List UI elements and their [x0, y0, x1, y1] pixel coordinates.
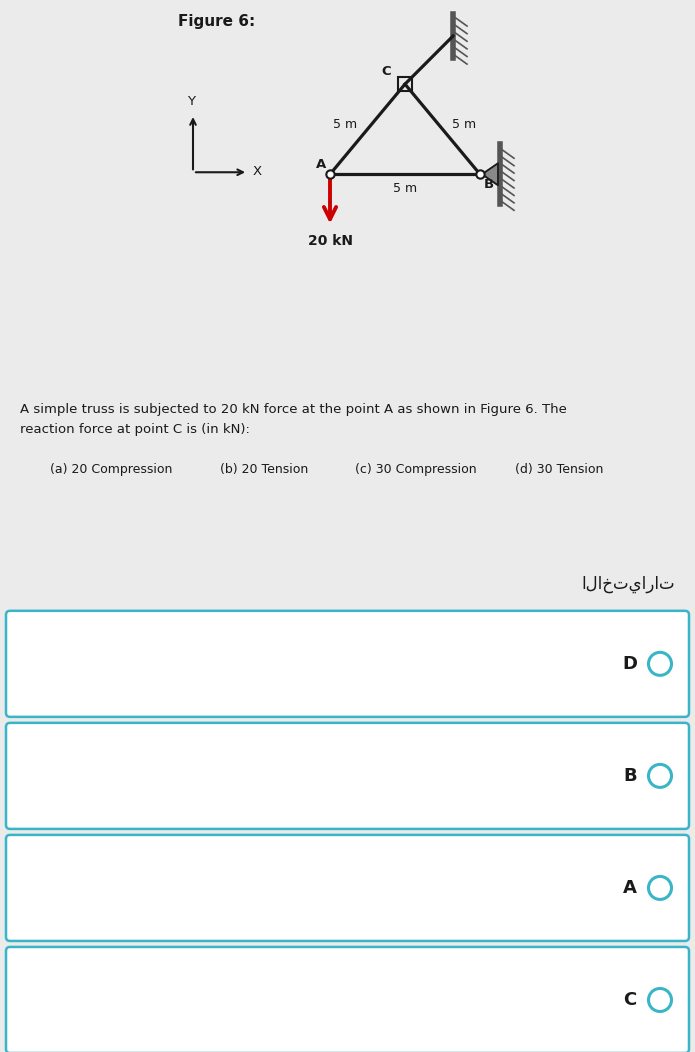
Text: C: C — [382, 65, 391, 78]
Text: (c) 30 Compression: (c) 30 Compression — [355, 463, 477, 476]
FancyBboxPatch shape — [6, 723, 689, 829]
Text: (d) 30 Tension: (d) 30 Tension — [515, 463, 603, 476]
Text: 5 m: 5 m — [393, 182, 417, 196]
Text: B: B — [484, 178, 494, 191]
Text: B: B — [623, 767, 637, 785]
Text: 20 kN: 20 kN — [307, 235, 352, 248]
Text: (a) 20 Compression: (a) 20 Compression — [50, 463, 172, 476]
Text: A: A — [316, 158, 326, 171]
Text: X: X — [253, 165, 262, 178]
Text: (b) 20 Tension: (b) 20 Tension — [220, 463, 309, 476]
Polygon shape — [482, 163, 498, 185]
FancyBboxPatch shape — [6, 835, 689, 940]
Text: Figure 6:: Figure 6: — [178, 14, 255, 29]
Text: D: D — [623, 654, 637, 673]
Text: Y: Y — [187, 95, 195, 108]
Text: A: A — [623, 878, 637, 897]
Text: C: C — [623, 991, 637, 1009]
Text: A simple truss is subjected to 20 kN force at the point A as shown in Figure 6. : A simple truss is subjected to 20 kN for… — [20, 403, 567, 436]
Text: الاختيارات: الاختيارات — [582, 574, 675, 593]
FancyBboxPatch shape — [6, 947, 689, 1052]
FancyBboxPatch shape — [6, 611, 689, 716]
Text: 5 m: 5 m — [452, 118, 477, 130]
Text: 5 m: 5 m — [334, 118, 357, 130]
